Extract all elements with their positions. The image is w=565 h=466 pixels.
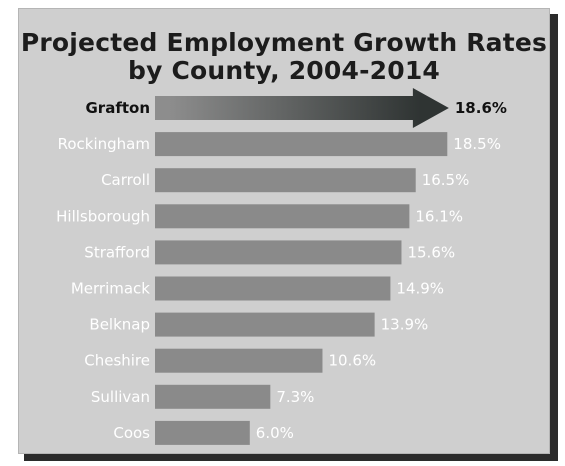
value-label-cheshire: 10.6%	[328, 352, 376, 370]
category-label-rockingham: Rockingham	[58, 135, 150, 153]
category-label-coos: Coos	[113, 424, 150, 442]
category-label-merrimack: Merrimack	[71, 280, 150, 298]
bar-carroll	[155, 168, 416, 193]
category-label-sullivan: Sullivan	[91, 388, 150, 406]
value-label-belknap: 13.9%	[381, 316, 429, 334]
value-label-grafton: 18.6%	[455, 99, 507, 117]
category-label-hillsborough: Hillsborough	[56, 207, 150, 225]
bar-hillsborough	[155, 204, 410, 229]
value-label-sullivan: 7.3%	[276, 388, 314, 406]
category-label-carroll: Carroll	[101, 171, 150, 189]
category-label-strafford: Strafford	[84, 243, 150, 261]
value-label-coos: 6.0%	[256, 424, 294, 442]
bar-rockingham	[155, 132, 448, 157]
chart-title-line-1: Projected Employment Growth Rates	[20, 28, 548, 57]
bar-merrimack	[155, 276, 391, 301]
chart-title-line-2: by County, 2004-2014	[127, 56, 441, 85]
category-label-belknap: Belknap	[89, 316, 150, 334]
bar-grafton-arrow	[155, 88, 449, 128]
value-label-strafford: 15.6%	[407, 243, 455, 261]
value-label-carroll: 16.5%	[422, 171, 470, 189]
bar-cheshire	[155, 348, 323, 373]
bar-strafford	[155, 240, 402, 265]
category-label-grafton: Grafton	[85, 99, 150, 117]
value-label-rockingham: 18.5%	[453, 135, 501, 153]
category-label-cheshire: Cheshire	[84, 352, 150, 370]
chart-panel	[18, 8, 550, 454]
bar-belknap	[155, 312, 375, 337]
bar-sullivan	[155, 384, 271, 409]
bar-coos	[155, 420, 250, 445]
value-label-hillsborough: 16.1%	[415, 207, 463, 225]
bars-layer: Grafton 18.6% Rockingham 18.5% Carroll 16.5% H…	[56, 88, 507, 445]
value-label-merrimack: 14.9%	[396, 280, 444, 298]
